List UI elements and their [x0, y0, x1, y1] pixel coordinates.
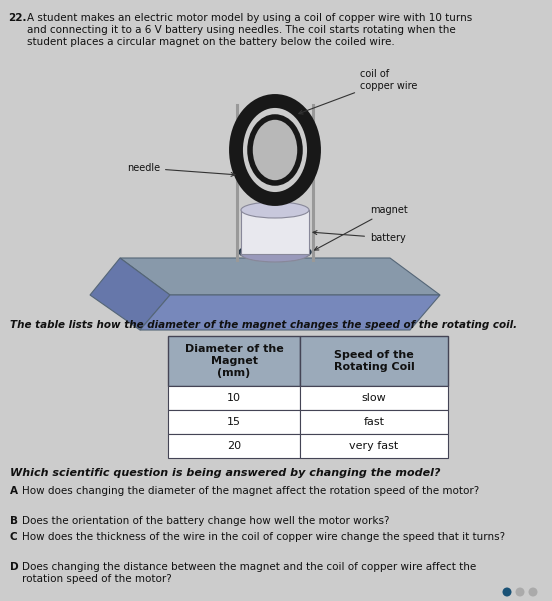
- Text: D: D: [10, 562, 19, 572]
- Ellipse shape: [239, 243, 311, 261]
- Ellipse shape: [241, 246, 309, 262]
- Text: B: B: [10, 516, 18, 526]
- FancyBboxPatch shape: [300, 410, 448, 434]
- Ellipse shape: [250, 117, 300, 183]
- Text: magnet: magnet: [315, 205, 408, 250]
- Text: How does changing the diameter of the magnet affect the rotation speed of the mo: How does changing the diameter of the ma…: [22, 486, 479, 496]
- Polygon shape: [90, 258, 170, 330]
- Ellipse shape: [254, 247, 296, 257]
- Polygon shape: [140, 295, 440, 330]
- Text: 15: 15: [227, 417, 241, 427]
- Bar: [241, 210, 309, 254]
- Text: slow: slow: [362, 393, 386, 403]
- Ellipse shape: [241, 202, 309, 218]
- Text: The table lists how the diameter of the magnet changes the speed of the rotating: The table lists how the diameter of the …: [10, 320, 517, 330]
- Ellipse shape: [528, 588, 538, 597]
- FancyBboxPatch shape: [168, 410, 300, 434]
- Text: needle: needle: [127, 163, 235, 176]
- Text: Does changing the distance between the magnet and the coil of copper wire affect: Does changing the distance between the m…: [22, 562, 476, 584]
- Text: 22.: 22.: [8, 13, 26, 23]
- Ellipse shape: [502, 588, 512, 597]
- Text: A: A: [10, 486, 18, 496]
- FancyBboxPatch shape: [168, 434, 300, 458]
- FancyBboxPatch shape: [300, 386, 448, 410]
- Text: Which scientific question is being answered by changing the model?: Which scientific question is being answe…: [10, 468, 440, 478]
- FancyBboxPatch shape: [168, 386, 300, 410]
- Text: How does the thickness of the wire in the coil of copper wire change the speed t: How does the thickness of the wire in th…: [22, 532, 505, 542]
- Text: battery: battery: [313, 231, 406, 243]
- FancyBboxPatch shape: [300, 434, 448, 458]
- FancyBboxPatch shape: [300, 336, 448, 386]
- Text: fast: fast: [364, 417, 385, 427]
- Text: C: C: [10, 532, 18, 542]
- Text: Speed of the
Rotating Coil: Speed of the Rotating Coil: [333, 350, 415, 372]
- Text: coil of
copper wire: coil of copper wire: [299, 69, 417, 114]
- Polygon shape: [120, 258, 440, 295]
- FancyBboxPatch shape: [168, 336, 300, 386]
- Text: and connecting it to a 6 V battery using needles. The coil starts rotating when : and connecting it to a 6 V battery using…: [27, 25, 456, 35]
- Text: Diameter of the
Magnet
(mm): Diameter of the Magnet (mm): [184, 344, 283, 377]
- Text: student places a circular magnet on the battery below the coiled wire.: student places a circular magnet on the …: [27, 37, 395, 47]
- Text: 20: 20: [227, 441, 241, 451]
- Text: very fast: very fast: [349, 441, 399, 451]
- Text: A student makes an electric motor model by using a coil of copper wire with 10 t: A student makes an electric motor model …: [27, 13, 473, 23]
- Ellipse shape: [516, 588, 524, 597]
- Text: 10: 10: [227, 393, 241, 403]
- Text: Does the orientation of the battery change how well the motor works?: Does the orientation of the battery chan…: [22, 516, 390, 526]
